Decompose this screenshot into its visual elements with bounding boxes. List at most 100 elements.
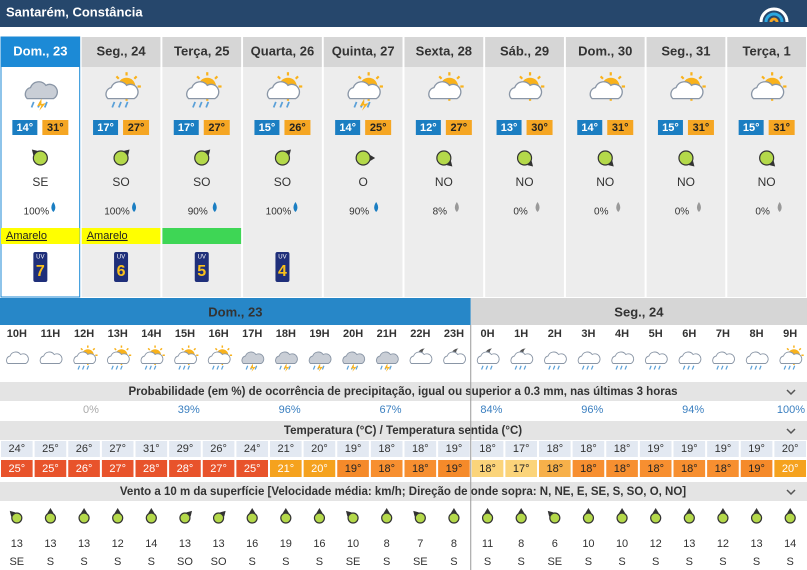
wind-pointer [370, 155, 376, 161]
chevron[interactable] [786, 389, 796, 396]
wind-arrow [31, 149, 48, 166]
drop-icon [616, 202, 621, 212]
wind-pointer [316, 508, 323, 513]
hour-label: 21H [377, 328, 397, 340]
max-temp: 31° [612, 122, 629, 134]
wind-pointer [769, 160, 776, 167]
weather-icon [186, 72, 222, 108]
wind-circle [515, 512, 527, 524]
sun-ray [133, 75, 138, 80]
wind-circle [650, 512, 662, 524]
wind-pointer [413, 510, 419, 517]
rain-drop [115, 365, 119, 370]
wind-dir: SO [211, 556, 227, 568]
wind-pointer [787, 508, 794, 513]
wind-dir: SO [177, 556, 193, 568]
feels-cell [505, 460, 537, 477]
section-title-bar [0, 421, 807, 440]
rain-drop [205, 101, 210, 108]
cloud [508, 81, 543, 100]
rain-drop [120, 365, 123, 370]
wind-circle [347, 512, 359, 524]
wind-pointer [31, 149, 38, 156]
wind-circle [274, 150, 291, 166]
weather-icon [751, 72, 787, 101]
wind-pointer [9, 510, 16, 517]
min-temp-box [335, 120, 361, 135]
feels-cell [101, 460, 134, 477]
weather-icon [342, 351, 366, 372]
rain-drop [77, 365, 81, 370]
drop-icon [454, 202, 459, 212]
lightning [350, 363, 357, 372]
warning-bar [81, 228, 161, 244]
rain-drop [279, 365, 282, 370]
temp-cell [1, 441, 33, 457]
warning-label: Amarelo [6, 230, 47, 242]
rain-drop [153, 365, 157, 370]
lightning [249, 363, 256, 372]
temp: 20° [311, 443, 328, 455]
wind-direction: SO [112, 175, 129, 189]
wind-circle [549, 512, 561, 524]
wind-arrow [515, 508, 527, 524]
rain-drop [649, 365, 652, 370]
chevron[interactable] [786, 428, 796, 435]
feels-temp: 25° [8, 463, 25, 475]
day-header [727, 37, 806, 67]
hour-label: 8H [750, 328, 764, 340]
wind-dir: S [148, 556, 155, 568]
temp-cell [101, 441, 134, 457]
temp-cell [505, 441, 537, 457]
wind-pointer [186, 510, 193, 517]
weather-icon [745, 351, 769, 370]
rain-drop [82, 365, 85, 370]
cloud [275, 351, 298, 364]
drop-icon [51, 202, 56, 212]
hour-label: 5H [649, 328, 663, 340]
wind-circle [246, 512, 258, 524]
max-temp: 27° [451, 122, 468, 134]
drop-icon [293, 202, 298, 212]
feels-temp: 21° [277, 463, 294, 475]
wind-pointer [249, 508, 256, 513]
rain-drop [198, 101, 203, 108]
day-header-today [0, 298, 471, 325]
wind-direction: SO [274, 175, 291, 189]
rain-drop [43, 101, 48, 108]
wind-arrow [597, 150, 614, 167]
wind-circle [355, 150, 371, 166]
wind-dir: S [719, 556, 726, 568]
wind-circle [481, 512, 494, 524]
hour-label: 11H [41, 328, 61, 340]
wind-arrow [9, 510, 23, 524]
wind-dir: SE [547, 556, 562, 568]
wind-circle [717, 512, 729, 524]
wind-direction: SO [193, 175, 210, 189]
cloud [24, 81, 58, 100]
hour-label: 7H [716, 328, 730, 340]
wind-arrow [179, 510, 193, 524]
weather-icon [644, 351, 668, 370]
rain-drop [254, 365, 258, 370]
temp-cell [740, 441, 773, 457]
chevron[interactable] [786, 489, 796, 496]
uv-caption: UV [198, 255, 206, 261]
day-header [404, 37, 484, 67]
wind-circle [414, 512, 426, 524]
min-temp-box [12, 120, 38, 135]
rain-drop [389, 365, 392, 370]
wind-pointer [114, 508, 121, 513]
rain-drop [720, 365, 724, 370]
temp: 19° [748, 443, 765, 455]
temp-cell [673, 441, 706, 457]
rain-drop [111, 365, 114, 370]
rain-drop [118, 101, 122, 108]
temp: 19° [446, 443, 463, 455]
weather-icon [577, 351, 601, 370]
day-label: Dom., 23 [13, 43, 67, 58]
temp-cell [639, 441, 672, 457]
rain-drop [557, 365, 560, 370]
feels-cell [707, 460, 739, 477]
